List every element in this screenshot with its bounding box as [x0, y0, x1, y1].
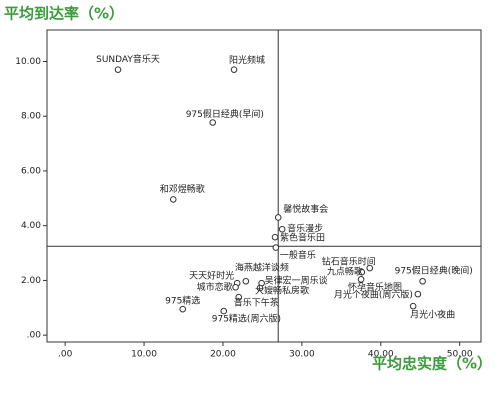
point-label: 975假日经典(早间) [186, 108, 264, 120]
point [409, 302, 417, 310]
point-label: 馨悦故事会 [283, 203, 328, 215]
point-label: 月光小夜曲 [410, 309, 455, 321]
point [235, 293, 243, 301]
point [230, 66, 238, 73]
plot-frame [46, 29, 482, 343]
point [271, 233, 279, 241]
x-tick-label: .00 [58, 350, 73, 360]
point-label: 城市恋歌 [197, 281, 233, 293]
point-label: 一般音乐 [280, 249, 316, 261]
point-label: 阳光频城 [229, 54, 265, 66]
point [357, 276, 365, 283]
point [209, 119, 217, 126]
x-tick-label: 50.00 [447, 350, 473, 360]
point-label: 怀孕音乐地图 [348, 281, 402, 293]
x-axis-title: 平均忠实度（%） [372, 355, 492, 373]
point [278, 225, 286, 233]
y-tick-label: 8.00 [21, 112, 41, 122]
point-label: 紫色音乐田 [280, 232, 325, 244]
point [272, 244, 280, 251]
point [358, 268, 366, 276]
point-label: 钻石音乐时间 [322, 256, 376, 268]
y-tick-label: 2.00 [21, 276, 41, 286]
point-label: SUNDAY音乐天 [96, 53, 160, 65]
y-tick-label: 10.00 [15, 57, 41, 67]
y-tick-label: 4.00 [21, 221, 41, 231]
x-tick-label: 40.00 [368, 350, 394, 360]
point-label: 975精选(周六版) [212, 313, 281, 325]
point [366, 264, 374, 272]
point-label: 月光个夜曲(周六版) [334, 289, 413, 301]
point-label: 九点畅歌 [327, 266, 363, 278]
point-label: 975精选 [165, 295, 200, 307]
y-axis-title: 平均到达率（%） [4, 5, 124, 23]
point-label: 海燕越洋谈频 [235, 262, 289, 274]
point [114, 66, 122, 73]
point [414, 290, 422, 298]
point-label: 975假日经典(晚间) [395, 265, 473, 277]
point-label: 音乐漫步 [287, 223, 323, 235]
point [179, 305, 187, 313]
point-label: 吴律宏一周乐谈 [265, 275, 328, 287]
x-tick-label: 20.00 [210, 350, 236, 360]
point-label: 天天好时光 [189, 270, 234, 282]
point-label: 和邓煜畅歌 [160, 183, 205, 195]
x-tick-label: 30.00 [289, 350, 315, 360]
point [169, 196, 177, 203]
point-label: 大嫂畅私房歌 [255, 285, 309, 297]
point [220, 307, 228, 315]
point [419, 277, 426, 285]
point [256, 284, 264, 292]
x-tick-label: 10.00 [131, 350, 157, 360]
y-tick-label: 6.00 [21, 166, 41, 176]
point [232, 283, 239, 291]
y-tick-label: .00 [27, 331, 42, 341]
point [242, 277, 250, 285]
point [274, 214, 282, 221]
point-label: 音乐下午茶 [234, 297, 279, 309]
